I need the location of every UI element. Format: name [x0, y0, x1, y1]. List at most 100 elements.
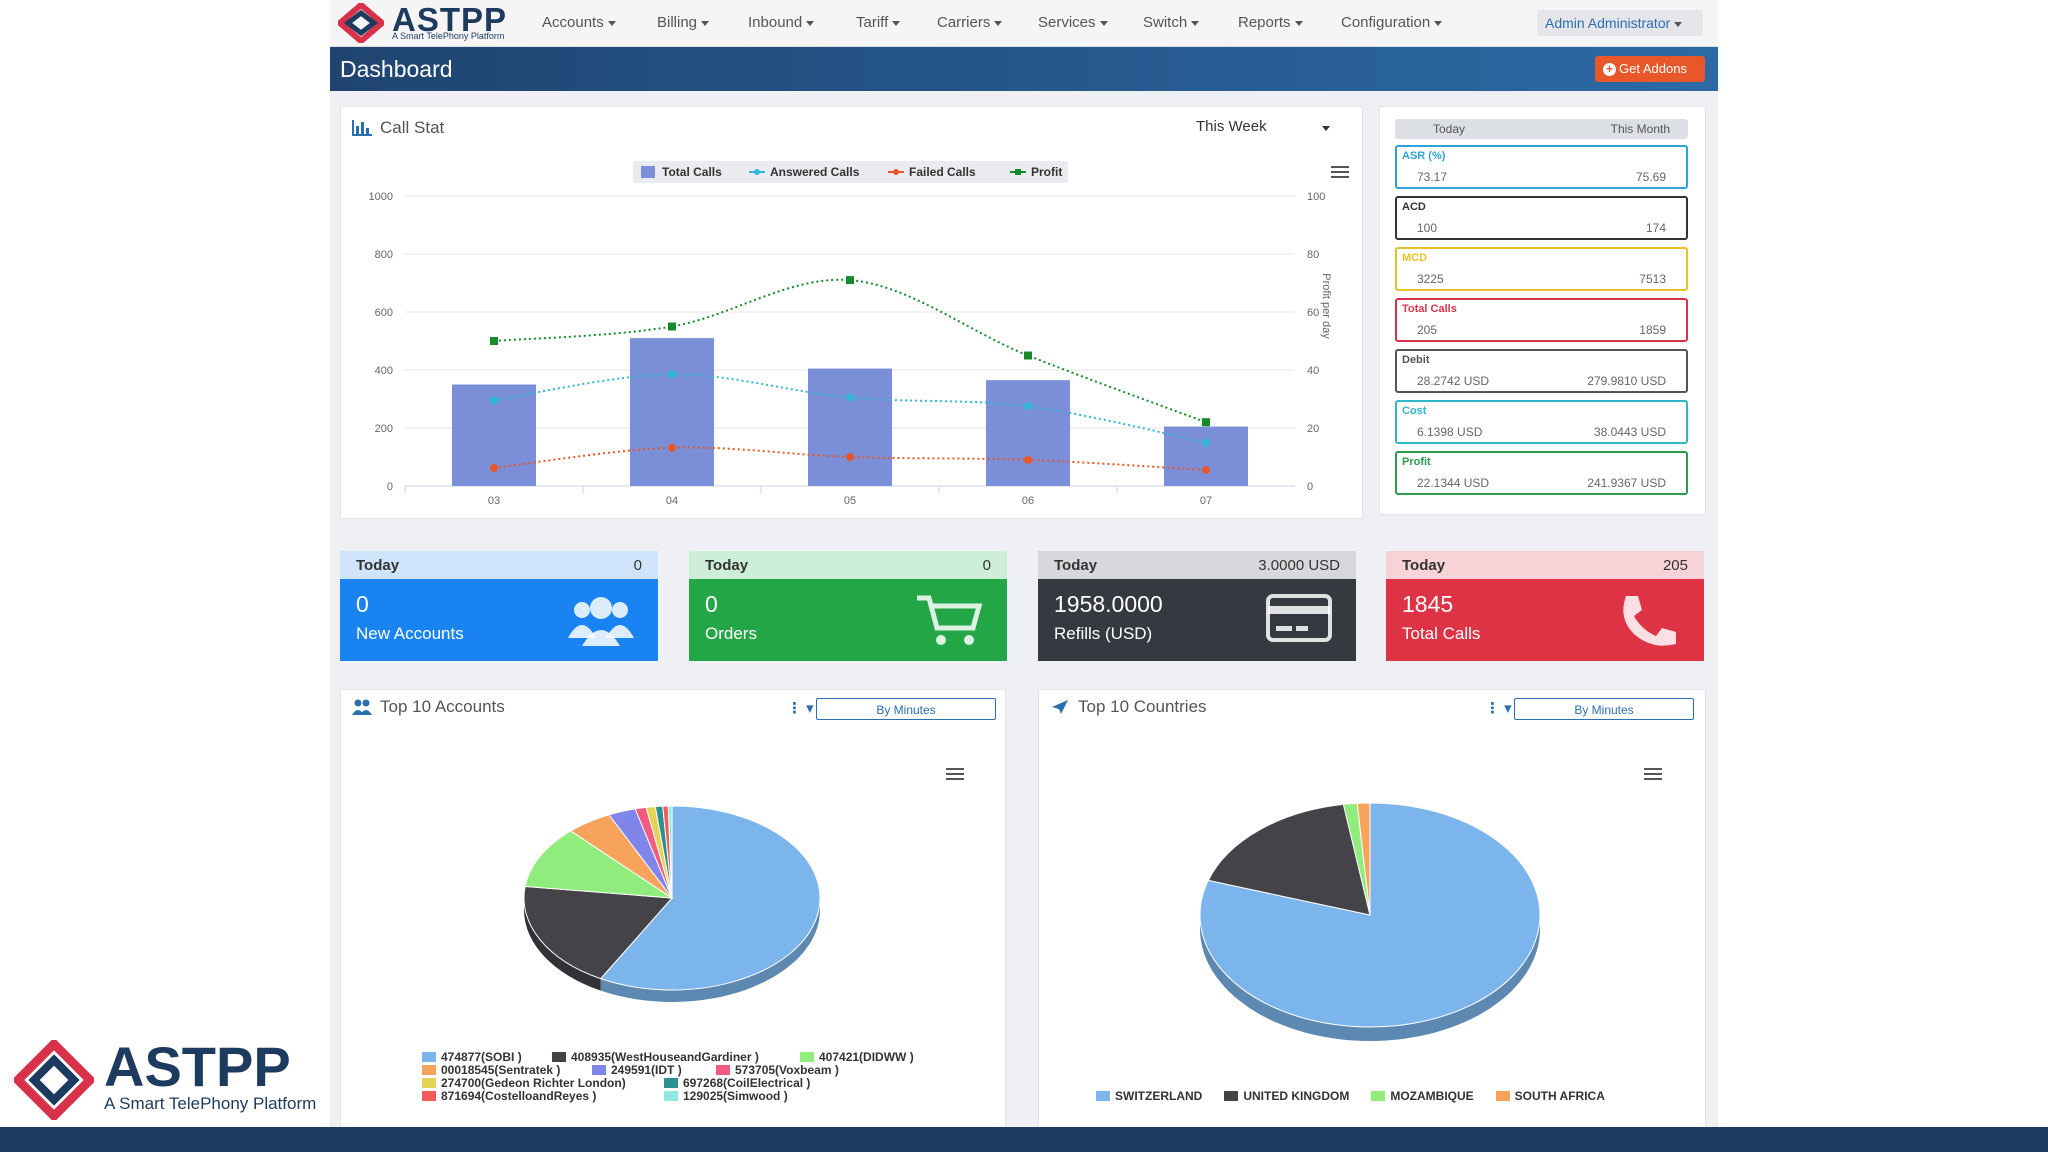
users-icon — [352, 699, 372, 715]
pie-slice[interactable] — [524, 830, 674, 899]
legend-item[interactable]: 697268(CoilElectrical ) — [664, 1076, 810, 1090]
tile-refills-usd[interactable]: 1958.0000 Refills (USD) — [1038, 579, 1356, 661]
legend-item[interactable]: 407421(DIDWW ) — [800, 1050, 914, 1064]
pie-slice[interactable] — [667, 805, 673, 899]
period-select[interactable]: This Week — [1196, 118, 1336, 142]
tile-new-accounts[interactable]: 0 New Accounts — [340, 579, 658, 661]
legend-item[interactable]: 274700(Gedeon Richter London) — [422, 1076, 626, 1090]
series-point[interactable] — [1202, 466, 1210, 475]
pie-slice[interactable] — [1356, 802, 1371, 916]
series-point[interactable] — [490, 464, 498, 473]
legend-swatch — [552, 1052, 566, 1062]
legend-item-total-calls[interactable]: Total Calls — [641, 165, 722, 179]
get-addons-button[interactable]: + Get Addons — [1595, 56, 1705, 82]
legend-label: 249591(IDT ) — [611, 1063, 682, 1077]
stat-row[interactable]: Debit 28.2742 USD 279.9810 USD — [1395, 349, 1688, 393]
stat-row[interactable]: Profit 22.1344 USD 241.9367 USD — [1395, 451, 1688, 495]
accounts-chart-menu-icon[interactable] — [946, 768, 964, 780]
tile-orders[interactable]: 0 Orders — [689, 579, 1007, 661]
series-point[interactable] — [668, 443, 676, 452]
pie-slice[interactable] — [1199, 802, 1541, 1028]
tile-period: Today — [705, 557, 749, 574]
profit-point[interactable] — [1202, 418, 1210, 427]
legend-item[interactable]: 00018545(Sentratek ) — [422, 1063, 560, 1077]
series-point[interactable] — [1024, 402, 1032, 411]
series-point[interactable] — [846, 453, 854, 461]
legend-item[interactable]: 573705(Voxbeam ) — [716, 1063, 839, 1077]
nav-reports[interactable]: Reports — [1238, 14, 1303, 31]
nav-switch[interactable]: Switch — [1143, 14, 1199, 31]
stats-col-today[interactable]: Today — [1433, 122, 1466, 136]
top-countries-options-icon[interactable]: ⋮ ▾ — [1485, 700, 1512, 717]
y-tick-label: 400 — [375, 365, 393, 377]
nav-configuration[interactable]: Configuration — [1341, 14, 1442, 31]
bar-total-calls[interactable] — [986, 380, 1070, 486]
profit-point[interactable] — [846, 276, 854, 285]
top-accounts-mode-select[interactable]: By Minutes — [816, 698, 996, 720]
pie-slice[interactable] — [599, 805, 821, 991]
tile-label: Total Calls — [1402, 624, 1481, 643]
legend-swatch — [800, 1052, 814, 1062]
stat-today-value: 22.1344 USD — [1417, 476, 1490, 490]
legend-swatch — [716, 1065, 730, 1075]
nav-billing[interactable]: Billing — [657, 14, 709, 31]
nav-accounts[interactable]: Accounts — [542, 14, 616, 31]
bar-total-calls[interactable] — [808, 368, 892, 486]
stat-row[interactable]: ASR (%) 73.17 75.69 — [1395, 145, 1688, 189]
series-point[interactable] — [1202, 438, 1210, 447]
profit-point[interactable] — [668, 322, 676, 331]
phone-icon — [1623, 596, 1676, 646]
legend-item[interactable]: MOZAMBIQUE — [1371, 1089, 1474, 1103]
stat-row[interactable]: MCD 3225 7513 — [1395, 247, 1688, 291]
y2-tick-label: 80 — [1307, 249, 1319, 261]
legend-item[interactable]: 408935(WestHouseandGardiner ) — [552, 1050, 759, 1064]
logo-text[interactable]: ASTPP — [392, 1, 508, 38]
pie-slice-side — [600, 898, 820, 1002]
stat-today-value: 205 — [1417, 323, 1438, 337]
nav-services[interactable]: Services — [1038, 14, 1108, 31]
stat-row[interactable]: ACD 100 174 — [1395, 196, 1688, 240]
stat-row[interactable]: Cost 6.1398 USD 38.0443 USD — [1395, 400, 1688, 444]
nav-inbound[interactable]: Inbound — [748, 14, 814, 31]
chart-menu-icon[interactable] — [1331, 166, 1349, 178]
y2-tick-label: 100 — [1307, 191, 1325, 203]
astpp-logo-icon[interactable] — [338, 3, 384, 43]
legend-item[interactable]: SWITZERLAND — [1096, 1089, 1202, 1103]
legend-item[interactable]: 249591(IDT ) — [592, 1063, 682, 1077]
top-accounts-options-icon[interactable]: ⋮ ▾ — [787, 700, 814, 717]
pie-slice-side — [524, 898, 601, 991]
nav-carriers[interactable]: Carriers — [937, 14, 1002, 31]
legend-item-answered-calls[interactable]: Answered Calls — [749, 165, 860, 179]
stat-row[interactable]: Total Calls 205 1859 — [1395, 298, 1688, 342]
legend-item[interactable]: 474877(SOBI ) — [422, 1050, 522, 1064]
series-point[interactable] — [490, 396, 498, 405]
legend-item[interactable]: 129025(Simwood ) — [664, 1089, 788, 1103]
legend-item-failed-calls[interactable]: Failed Calls — [888, 165, 976, 179]
bar-total-calls[interactable] — [1164, 426, 1248, 486]
nav-tariff[interactable]: Tariff — [856, 14, 900, 31]
countries-chart-menu-icon[interactable] — [1644, 768, 1662, 780]
legend-item[interactable]: UNITED KINGDOM — [1224, 1089, 1349, 1103]
x-tick-label: 07 — [1200, 495, 1212, 507]
series-point[interactable] — [668, 370, 676, 379]
stat-label: MCD — [1402, 252, 1428, 264]
x-tick-label: 05 — [844, 495, 856, 507]
pie-slice[interactable] — [1207, 803, 1371, 916]
plus-circle-icon: + — [1603, 63, 1616, 76]
profit-point[interactable] — [490, 337, 498, 345]
admin-user-menu[interactable]: Admin Administrator — [1537, 10, 1703, 36]
profit-point[interactable] — [1024, 351, 1032, 360]
stats-col-month[interactable]: This Month — [1610, 122, 1670, 136]
legend-swatch — [422, 1052, 436, 1062]
tile-total-calls[interactable]: 1845 Total Calls — [1386, 579, 1704, 661]
top-countries-mode-select[interactable]: By Minutes — [1514, 698, 1694, 720]
legend-item-profit[interactable]: Profit — [1010, 165, 1062, 179]
bar-total-calls[interactable] — [630, 338, 714, 486]
legend-item[interactable]: SOUTH AFRICA — [1495, 1089, 1605, 1103]
legend-swatch — [1224, 1091, 1239, 1101]
series-point[interactable] — [846, 393, 854, 402]
pie-slice[interactable] — [523, 885, 674, 980]
legend-item[interactable]: 871694(CostelloandReyes ) — [422, 1089, 596, 1103]
series-point[interactable] — [1024, 455, 1032, 464]
top-accounts-title: Top 10 Accounts — [380, 697, 505, 716]
